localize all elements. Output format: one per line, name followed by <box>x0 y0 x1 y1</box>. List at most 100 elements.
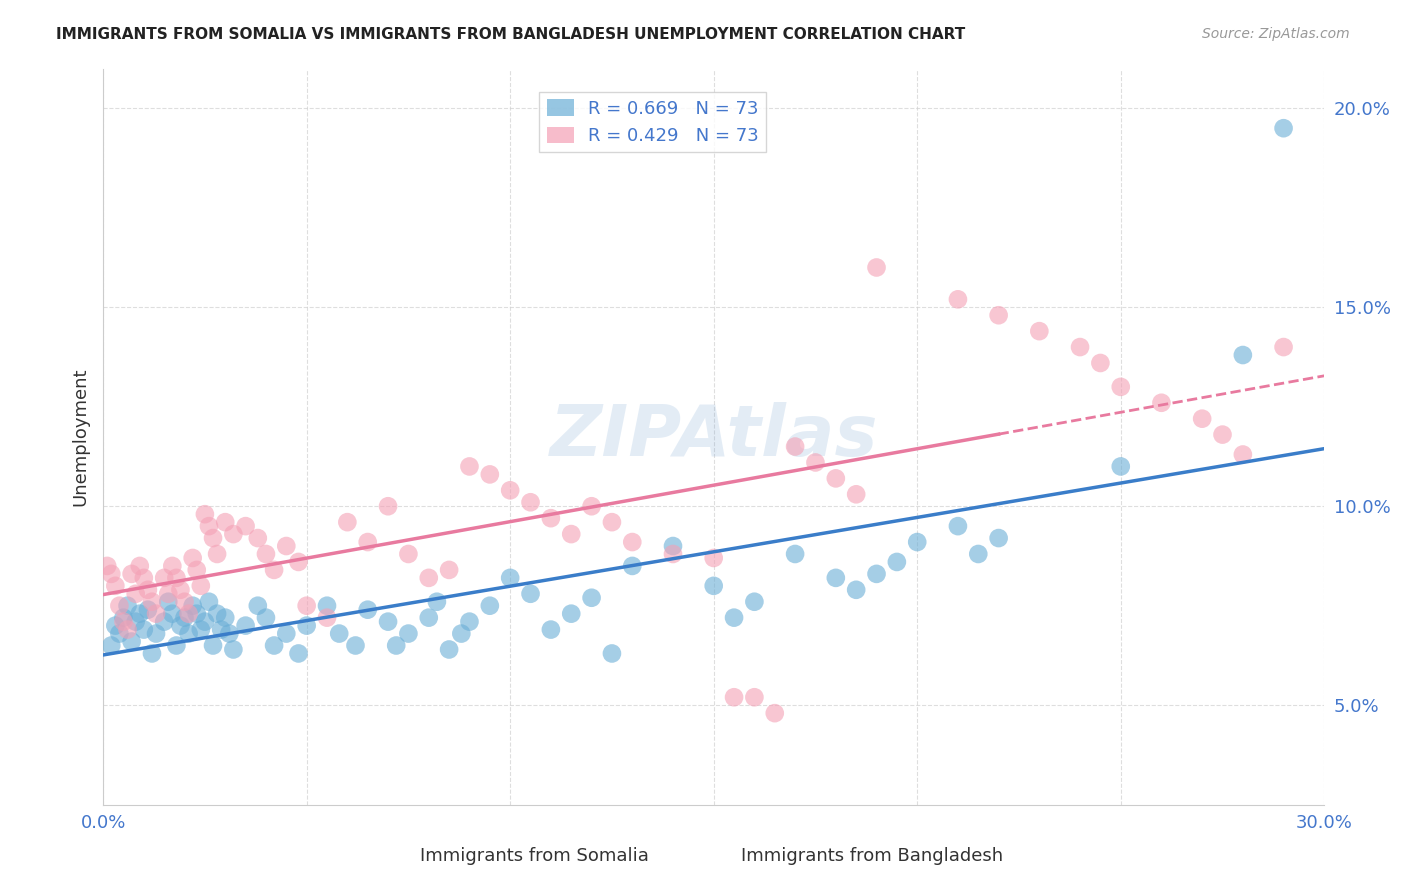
Point <box>162 558 184 573</box>
Point <box>125 615 148 629</box>
Point <box>1028 324 1050 338</box>
Point <box>478 599 501 613</box>
Text: Immigrants from Somalia: Immigrants from Somalia <box>420 847 648 865</box>
Point <box>499 571 522 585</box>
Point <box>222 527 245 541</box>
Point <box>560 527 582 541</box>
Point <box>824 471 846 485</box>
Point <box>209 623 232 637</box>
Point <box>987 531 1010 545</box>
Point <box>254 610 277 624</box>
Point <box>946 519 969 533</box>
Point <box>165 571 187 585</box>
Point <box>357 603 380 617</box>
Point <box>703 551 725 566</box>
Point <box>1211 427 1233 442</box>
Point <box>136 603 159 617</box>
Text: IMMIGRANTS FROM SOMALIA VS IMMIGRANTS FROM BANGLADESH UNEMPLOYMENT CORRELATION C: IMMIGRANTS FROM SOMALIA VS IMMIGRANTS FR… <box>56 27 966 42</box>
Point <box>205 607 228 621</box>
Point <box>263 563 285 577</box>
Point <box>214 610 236 624</box>
Point <box>177 607 200 621</box>
Point <box>112 615 135 629</box>
Point <box>662 547 685 561</box>
Point <box>1232 448 1254 462</box>
Point <box>560 607 582 621</box>
Point <box>540 511 562 525</box>
Point <box>886 555 908 569</box>
Point <box>785 547 807 561</box>
Point <box>344 639 367 653</box>
Point <box>845 582 868 597</box>
Point <box>117 623 139 637</box>
Text: ZIPAtlas: ZIPAtlas <box>550 402 877 471</box>
Point <box>121 634 143 648</box>
Point <box>254 547 277 561</box>
Point <box>104 618 127 632</box>
Point <box>785 440 807 454</box>
Point <box>540 623 562 637</box>
Point <box>202 639 225 653</box>
Point <box>621 558 644 573</box>
Point <box>100 566 122 581</box>
Point <box>1150 396 1173 410</box>
Point <box>581 500 603 514</box>
Point <box>235 618 257 632</box>
Point <box>865 260 887 275</box>
Point <box>295 618 318 632</box>
Point <box>621 535 644 549</box>
Point <box>157 587 180 601</box>
Point <box>125 587 148 601</box>
Point <box>865 566 887 581</box>
Point <box>214 515 236 529</box>
Point <box>519 587 541 601</box>
Point <box>1191 411 1213 425</box>
Point <box>744 690 766 705</box>
Point <box>181 599 204 613</box>
Point <box>132 571 155 585</box>
Point <box>104 579 127 593</box>
Point <box>987 308 1010 322</box>
Point <box>136 582 159 597</box>
Text: Source: ZipAtlas.com: Source: ZipAtlas.com <box>1202 27 1350 41</box>
Point <box>177 626 200 640</box>
Point <box>145 626 167 640</box>
Point <box>276 626 298 640</box>
Point <box>600 515 623 529</box>
Point <box>316 610 339 624</box>
Point <box>316 599 339 613</box>
Point <box>1272 121 1295 136</box>
Point <box>246 599 269 613</box>
Point <box>478 467 501 482</box>
Point <box>108 626 131 640</box>
Point <box>1109 459 1132 474</box>
Point <box>458 459 481 474</box>
Point <box>190 579 212 593</box>
Point <box>198 595 221 609</box>
Point <box>145 607 167 621</box>
Point <box>662 539 685 553</box>
Point <box>153 615 176 629</box>
Point <box>1090 356 1112 370</box>
Point <box>357 535 380 549</box>
Legend: R = 0.669   N = 73, R = 0.429   N = 73: R = 0.669 N = 73, R = 0.429 N = 73 <box>540 92 766 153</box>
Point <box>328 626 350 640</box>
Point <box>905 535 928 549</box>
Point <box>194 615 217 629</box>
Point <box>190 623 212 637</box>
Point <box>437 563 460 577</box>
Point <box>1272 340 1295 354</box>
Point <box>396 626 419 640</box>
Point <box>202 531 225 545</box>
Point <box>804 455 827 469</box>
Point <box>723 690 745 705</box>
Point <box>246 531 269 545</box>
Point <box>581 591 603 605</box>
Point <box>287 555 309 569</box>
Point <box>377 615 399 629</box>
Point <box>723 610 745 624</box>
Point <box>186 607 208 621</box>
Point <box>1232 348 1254 362</box>
Point <box>458 615 481 629</box>
Point <box>426 595 449 609</box>
